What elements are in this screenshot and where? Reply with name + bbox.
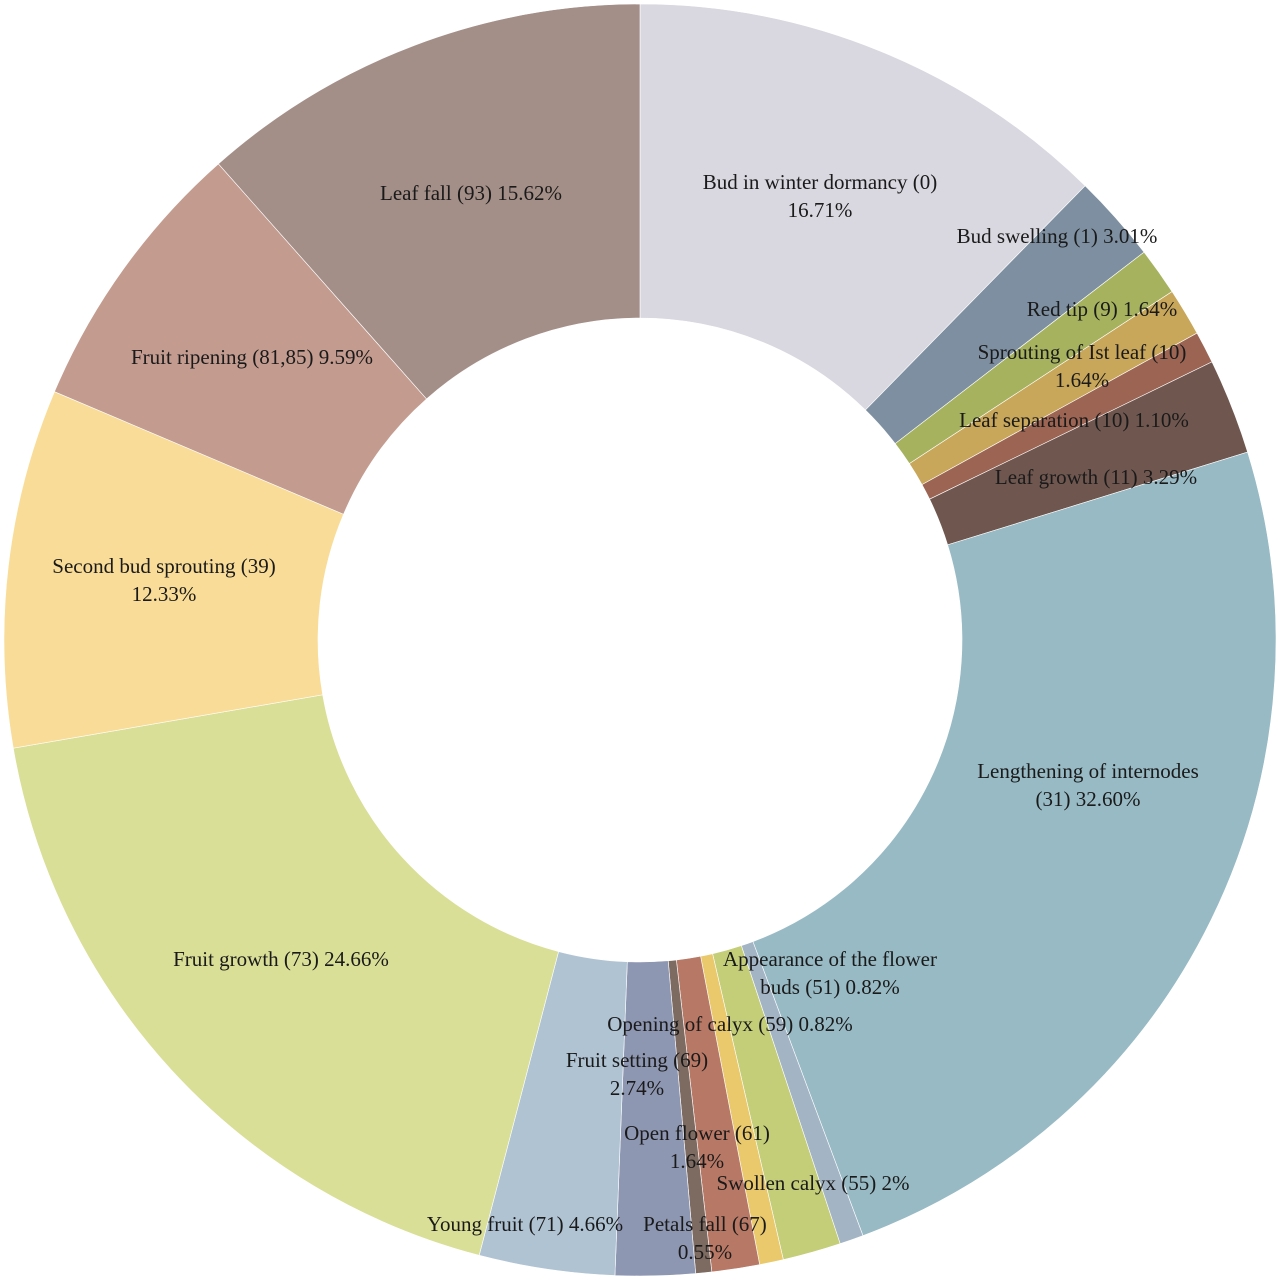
slice-label-17: Leaf fall (93) 15.62%: [380, 181, 562, 205]
slice-6: [752, 451, 1277, 1237]
slice-label-line: 1.64%: [670, 1149, 724, 1173]
slice-label-line: Lengthening of internodes: [977, 759, 1199, 783]
slice-label-line: Leaf separation (10) 1.10%: [959, 408, 1189, 432]
slice-label-line: Fruit setting (69): [566, 1048, 708, 1072]
slices-group: [3, 3, 1277, 1277]
slice-label-line: Leaf growth (11) 3.29%: [995, 465, 1197, 489]
slice-label-0: Bud in winter dormancy (0) 16.71%: [703, 170, 937, 222]
slice-label-8: Swollen calyx (55) 2%: [716, 1171, 909, 1195]
slice-label-line: Young fruit (71) 4.66%: [427, 1212, 623, 1236]
slice-label-line: Open flower (61): [624, 1121, 770, 1145]
slice-label-line: buds (51) 0.82%: [760, 975, 899, 999]
slice-label-16: Fruit ripening (81,85) 9.59%: [131, 345, 373, 369]
slice-label-6: Lengthening of internodes (31) 32.60%: [977, 759, 1199, 811]
slice-15: [3, 391, 344, 749]
slice-label-line: 2.74%: [610, 1076, 664, 1100]
slice-label-4: Leaf separation (10) 1.10%: [959, 408, 1189, 432]
labels-group: Bud in winter dormancy (0) 16.71% Bud swel…: [52, 170, 1199, 1264]
slice-label-line: Appearance of the flower: [723, 947, 937, 971]
slice-label-5: Leaf growth (11) 3.29%: [995, 465, 1197, 489]
slice-label-line: Petals fall (67): [643, 1212, 767, 1236]
slice-label-7: Appearance of the flower buds (51) 0.82%: [723, 947, 937, 999]
slice-label-11: Petals fall (67) 0.55%: [643, 1212, 767, 1264]
slice-label-2: Red tip (9) 1.64%: [1027, 297, 1177, 321]
slice-label-line: Opening of calyx (59) 0.82%: [607, 1012, 853, 1036]
slice-label-3: Sprouting of Ist leaf (10) 1.64%: [978, 340, 1187, 392]
slice-label-12: Fruit setting (69) 2.74%: [566, 1048, 708, 1100]
slice-label-10: Open flower (61) 1.64%: [624, 1121, 770, 1173]
slice-label-line: Second bud sprouting (39): [52, 554, 275, 578]
slice-label-9: Opening of calyx (59) 0.82%: [607, 1012, 853, 1036]
slice-label-line: Bud in winter dormancy (0): [703, 170, 937, 194]
slice-label-line: 0.55%: [678, 1240, 732, 1264]
slice-label-14: Fruit growth (73) 24.66%: [173, 947, 389, 971]
slice-label-1: Bud swelling (1) 3.01%: [957, 224, 1158, 248]
slice-label-line: Fruit ripening (81,85) 9.59%: [131, 345, 373, 369]
slice-label-line: Red tip (9) 1.64%: [1027, 297, 1177, 321]
slice-label-line: Swollen calyx (55) 2%: [716, 1171, 909, 1195]
slice-label-line: 12.33%: [132, 582, 197, 606]
slice-label-line: Leaf fall (93) 15.62%: [380, 181, 562, 205]
slice-label-line: Fruit growth (73) 24.66%: [173, 947, 389, 971]
slice-17: [217, 3, 641, 400]
slice-label-13: Young fruit (71) 4.66%: [427, 1212, 623, 1236]
slice-0: [639, 3, 1086, 411]
slice-label-line: (31) 32.60%: [1036, 787, 1141, 811]
slice-14: [12, 694, 559, 1256]
slice-label-line: 1.64%: [1055, 368, 1109, 392]
slice-label-line: 16.71%: [788, 198, 853, 222]
slice-label-line: Sprouting of Ist leaf (10): [978, 340, 1187, 364]
slice-label-line: Bud swelling (1) 3.01%: [957, 224, 1158, 248]
slice-label-15: Second bud sprouting (39) 12.33%: [52, 554, 275, 606]
